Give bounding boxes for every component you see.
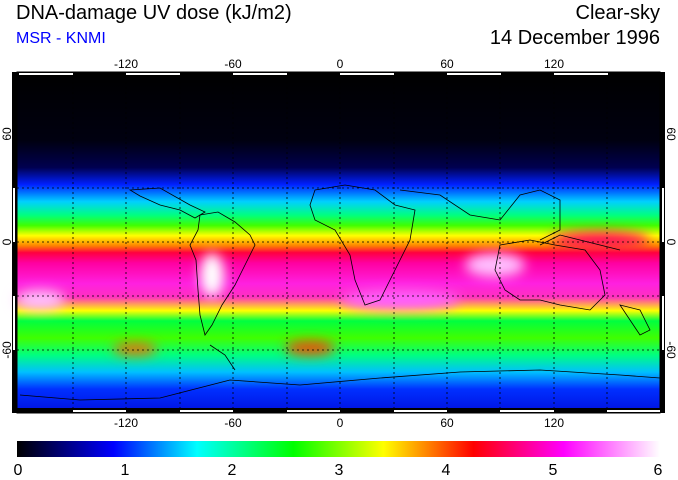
lon-label: 0 [337, 416, 344, 430]
right-latitude-labels: 60 0 -60 [664, 127, 678, 359]
graticule [17, 72, 660, 413]
lon-label: 120 [544, 57, 564, 71]
lon-label: 60 [440, 416, 454, 430]
colorbar-label: 3 [335, 462, 344, 479]
condition-label: Clear-sky [575, 2, 660, 24]
lat-label: -60 [664, 341, 678, 359]
indonesia-outline [539, 234, 621, 251]
bottom-longitude-labels: -120 -60 0 60 120 [114, 416, 564, 430]
lon-label: -60 [224, 57, 242, 71]
lat-label: 0 [664, 239, 678, 246]
coastlines [19, 184, 661, 401]
colorbar-label: 2 [228, 462, 237, 479]
top-longitude-labels: -120 -60 0 60 120 [114, 57, 564, 71]
left-latitude-labels: 60 0 -60 [0, 127, 14, 359]
lon-label: -120 [114, 57, 138, 71]
lat-label: 60 [0, 127, 14, 141]
colorbar-labels: 0 1 2 3 4 5 6 [14, 462, 663, 479]
colorbar-label: 5 [549, 462, 558, 479]
lat-label: 60 [664, 127, 678, 141]
colorbar-label: 1 [121, 462, 130, 479]
source-label: MSR - KNMI [16, 30, 106, 47]
lat-label: 0 [0, 238, 14, 245]
australia-outline [494, 239, 606, 311]
south-america-outline [189, 211, 256, 336]
africa-outline [309, 184, 416, 306]
map-title: DNA-damage UV dose (kJ/m2) [16, 2, 292, 24]
lon-label: -60 [224, 416, 242, 430]
lon-label: 120 [544, 416, 564, 430]
antarctic-peninsula-outline [209, 344, 236, 371]
date-label: 14 December 1996 [489, 27, 660, 49]
uv-field-features [15, 232, 650, 355]
colorbar-label: 6 [654, 462, 663, 479]
colorbar-label: 0 [14, 462, 23, 479]
lat-label: -60 [0, 341, 14, 359]
lon-label: 0 [337, 57, 344, 71]
lon-label: 60 [440, 57, 454, 71]
new-zealand-outline [619, 304, 651, 336]
map-frame [12, 71, 665, 414]
antarctica-outline [19, 369, 661, 401]
colorbar-label: 4 [442, 462, 451, 479]
lon-label: -120 [114, 416, 138, 430]
central-america-outline [128, 187, 206, 219]
asia-outline [399, 189, 561, 241]
colorbar [17, 441, 660, 457]
